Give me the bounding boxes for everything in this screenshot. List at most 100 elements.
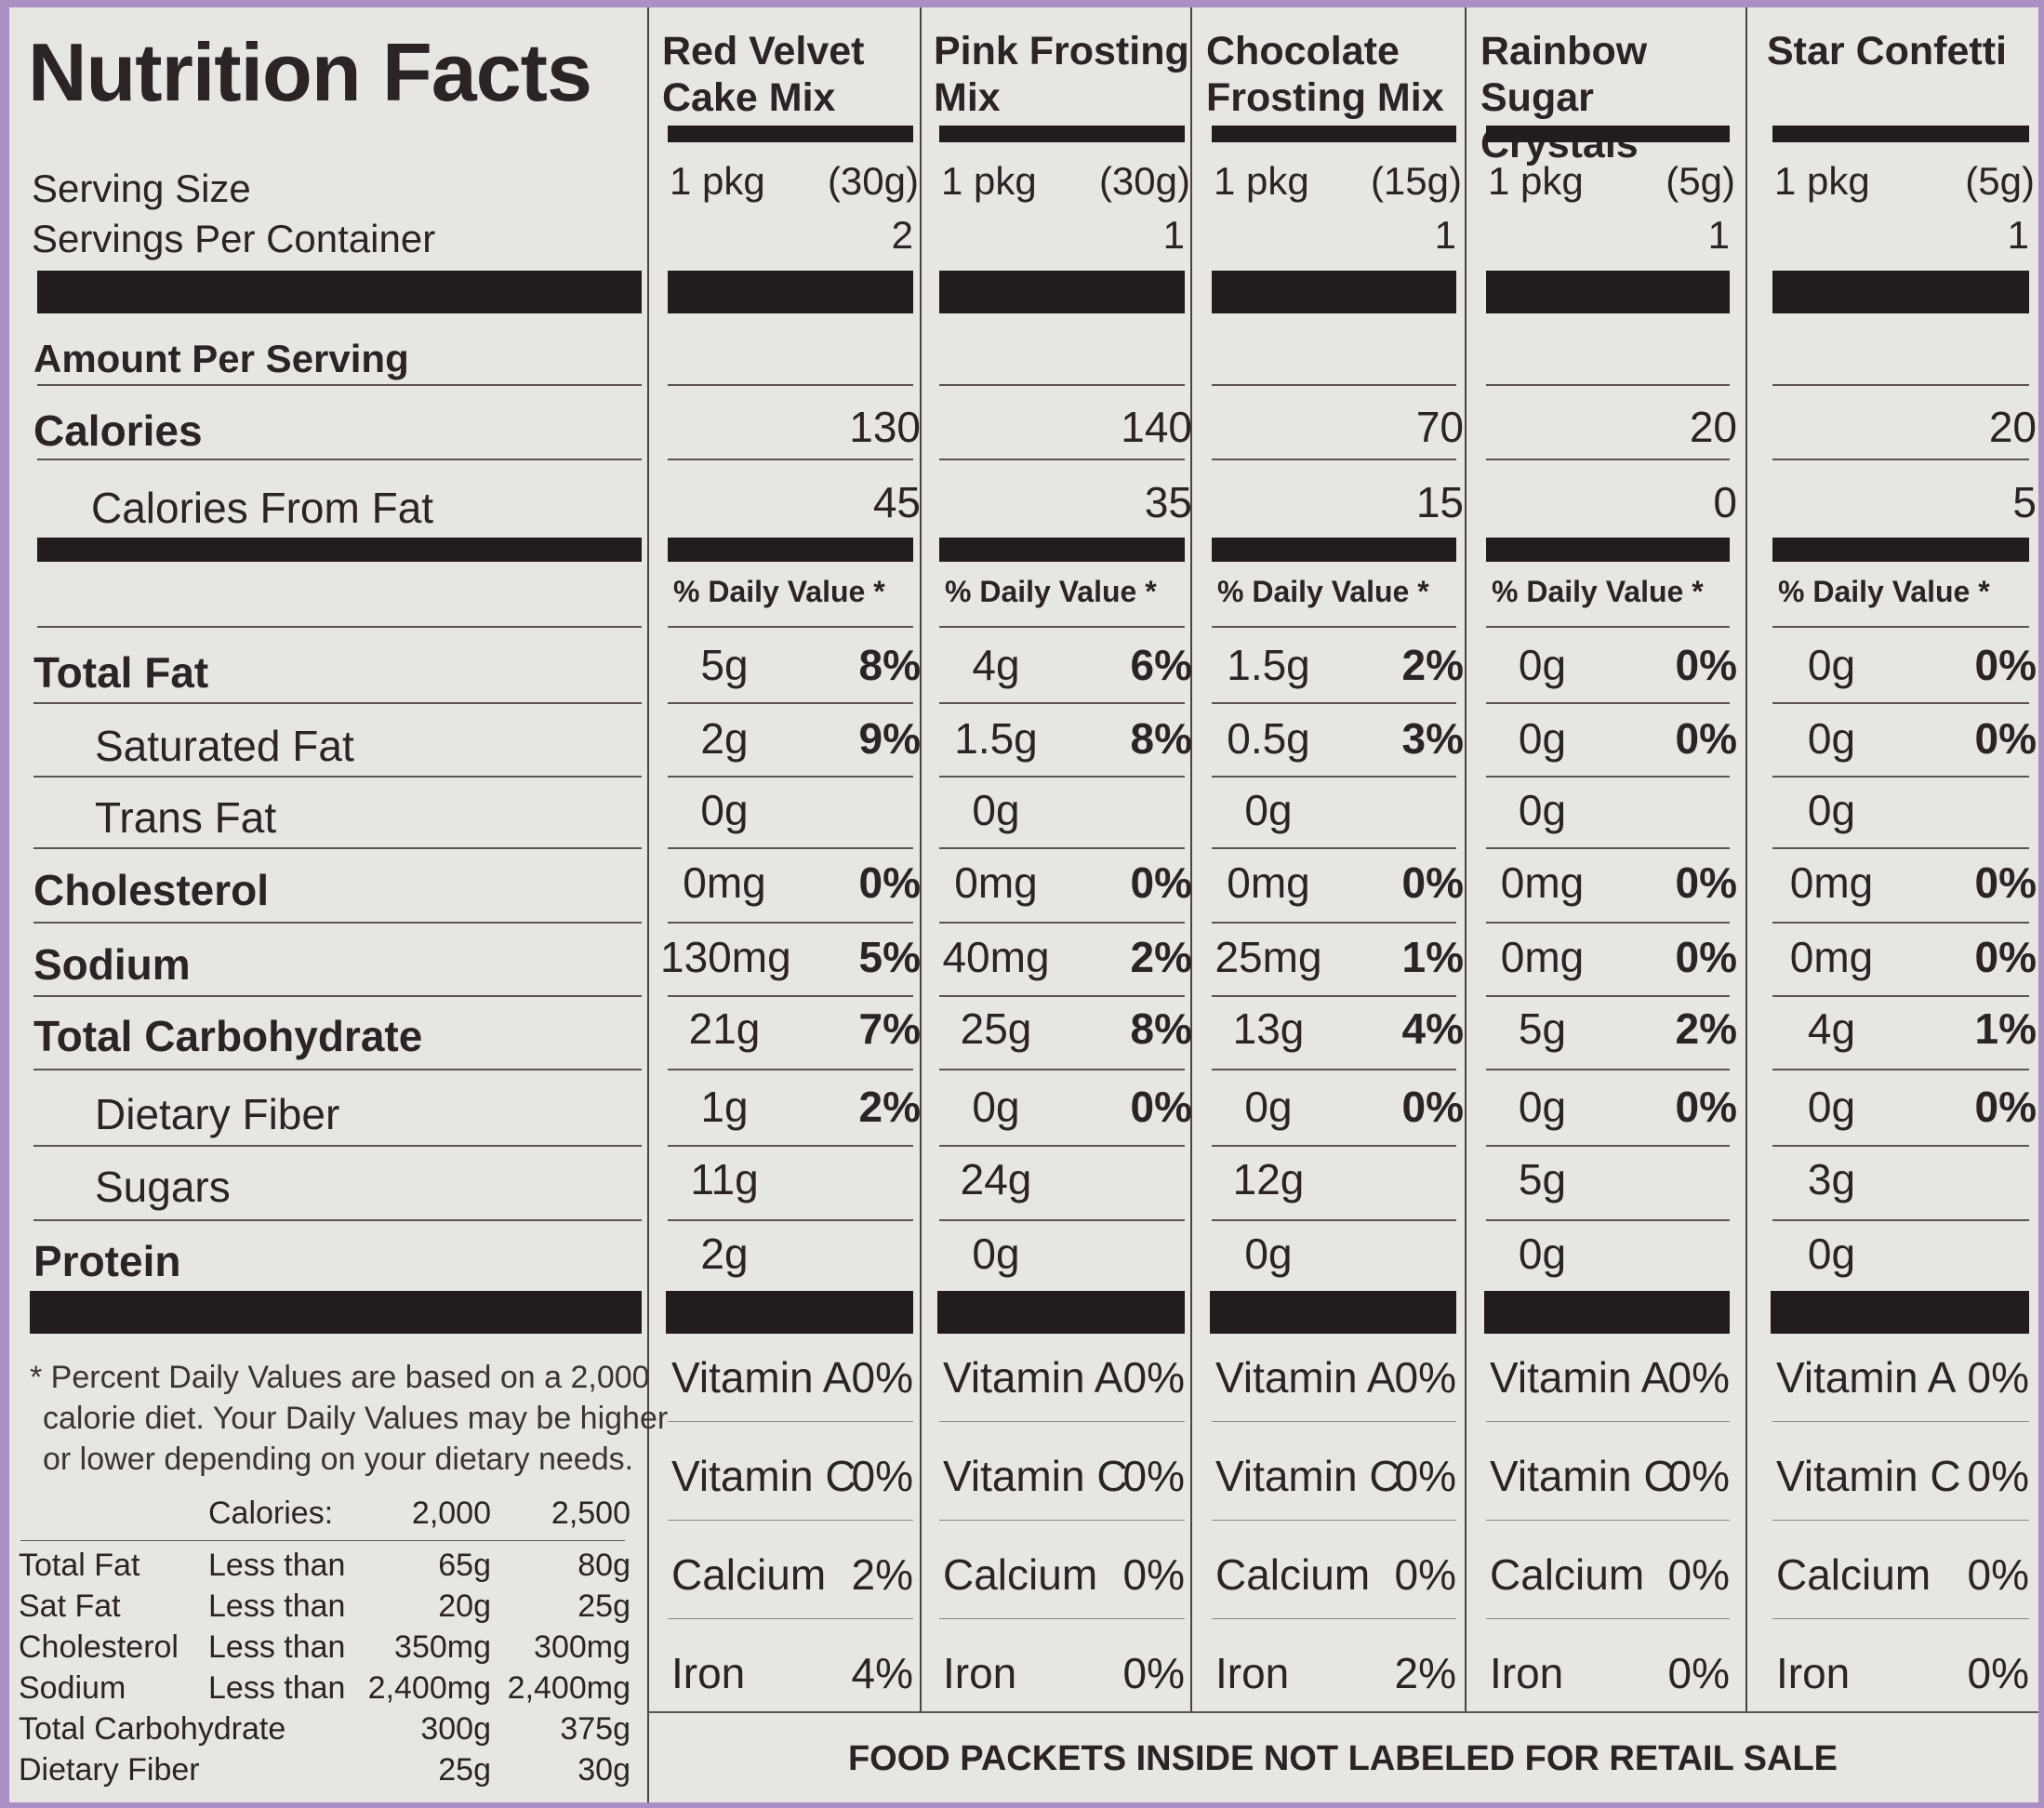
dv-table-nutrient: Dietary Fiber <box>19 1752 200 1788</box>
vitamin-value: 0% <box>1667 1649 1730 1697</box>
rule <box>1486 847 1730 849</box>
thick-rule <box>37 271 642 313</box>
vitamin-name: Vitamin C <box>943 1452 1128 1500</box>
nutrient-label-saturated-fat: Saturated Fat <box>95 722 354 770</box>
thick-rule <box>1486 271 1730 313</box>
rule <box>1486 702 1730 704</box>
serving-pkg: 1 pkg <box>941 159 1037 203</box>
amount-carb: 25g <box>960 1004 1032 1053</box>
calories-value: 20 <box>1689 403 1737 451</box>
daily-value-sat-fat: 0% <box>1675 714 1737 763</box>
vitamin-value: 0% <box>851 1452 913 1500</box>
rule <box>1212 995 1456 997</box>
calories-value: 70 <box>1415 403 1464 451</box>
vitamin-value: 2% <box>1394 1649 1456 1697</box>
serving-pkg: 1 pkg <box>1214 159 1309 203</box>
amount-sugars: 3g <box>1807 1155 1856 1203</box>
rule <box>1772 1219 2029 1221</box>
rule <box>1486 995 1730 997</box>
vitamin-name: Vitamin A <box>943 1353 1123 1402</box>
rule <box>1486 1219 1730 1221</box>
rule <box>668 1069 913 1070</box>
column-divider <box>1745 7 1747 1711</box>
rule <box>939 1421 1185 1422</box>
amount-sodium: 130mg <box>660 933 791 981</box>
nutrient-label-dietary-fiber: Dietary Fiber <box>95 1090 340 1138</box>
vitamin-name: Vitamin C <box>1215 1452 1400 1500</box>
rule <box>1212 384 1456 386</box>
daily-value-header: % Daily Value * <box>1492 575 1704 608</box>
servings-per-container: 1 <box>1162 213 1185 257</box>
serving-grams: (30g) <box>827 159 919 203</box>
amount-sugars: 5g <box>1518 1155 1567 1203</box>
amount-protein: 2g <box>700 1230 749 1278</box>
dv-table-value-2500: 300mg <box>534 1629 630 1665</box>
daily-value-sodium: 0% <box>1675 933 1737 981</box>
dv-table-nutrient: Total Fat <box>19 1548 140 1583</box>
rule <box>939 626 1185 628</box>
dv-table-limit: Less than <box>208 1548 346 1583</box>
servings-per-container: 1 <box>2007 213 2029 257</box>
dv-table-limit: Less than <box>208 1589 346 1624</box>
rule <box>1212 1618 1456 1619</box>
rule <box>1772 1520 2029 1521</box>
rule <box>1486 922 1730 924</box>
vitamin-value: 0% <box>1967 1452 2029 1500</box>
rule <box>1212 776 1456 778</box>
medium-rule <box>939 538 1185 562</box>
daily-value-fiber: 2% <box>858 1083 921 1131</box>
nutrient-label-protein: Protein <box>33 1237 181 1285</box>
rule <box>33 1069 642 1070</box>
rule <box>668 1145 913 1147</box>
thick-rule <box>937 1291 1185 1334</box>
rule <box>33 776 642 778</box>
rule <box>939 384 1185 386</box>
rule <box>1772 626 2029 628</box>
amount-sugars: 12g <box>1232 1155 1305 1203</box>
rule <box>33 702 642 704</box>
rule <box>668 847 913 849</box>
panel-title: Nutrition Facts <box>28 26 592 118</box>
header-rule <box>939 126 1185 142</box>
rule <box>668 776 913 778</box>
rule <box>1486 1145 1730 1147</box>
daily-value-sodium: 2% <box>1130 933 1192 981</box>
daily-value-sodium: 5% <box>858 933 921 981</box>
servings-per-container: 2 <box>891 213 913 257</box>
daily-value-carb: 8% <box>1130 1004 1192 1053</box>
amount-sodium: 0mg <box>1500 933 1585 981</box>
rule <box>939 995 1185 997</box>
servings-per-container: 1 <box>1434 213 1456 257</box>
rule <box>939 776 1185 778</box>
rule <box>33 995 642 997</box>
rule <box>939 702 1185 704</box>
vitamin-value: 0% <box>1122 1550 1185 1599</box>
dv-table-nutrient: Sodium <box>19 1670 126 1706</box>
daily-value-chol: 0% <box>1130 858 1192 907</box>
dv-table-calories-label: Calories: <box>208 1496 334 1531</box>
header-rule <box>668 126 913 142</box>
vitamin-name: Iron <box>1776 1649 1851 1697</box>
vitamin-name: Vitamin A <box>671 1353 852 1402</box>
vitamin-name: Iron <box>1215 1649 1290 1697</box>
daily-value-fiber: 0% <box>1401 1083 1464 1131</box>
rule <box>33 1219 642 1221</box>
vitamin-value: 0% <box>1967 1550 2029 1599</box>
amount-chol: 0mg <box>1789 858 1874 907</box>
product-name: Pink Frosting Mix <box>934 29 1189 120</box>
thick-rule <box>668 271 913 313</box>
rule <box>37 459 642 460</box>
vitamin-value: 0% <box>1394 1550 1456 1599</box>
rule <box>1212 1219 1456 1221</box>
rule <box>1212 847 1456 849</box>
vitamin-value: 0% <box>1394 1452 1456 1500</box>
rule <box>1212 922 1456 924</box>
rule <box>33 1145 642 1147</box>
amount-protein: 0g <box>1518 1230 1567 1278</box>
rule <box>1212 1421 1456 1422</box>
dv-table-value-2000: 300g <box>420 1711 491 1747</box>
nutrient-label-sugars: Sugars <box>95 1163 231 1211</box>
amount-chol: 0mg <box>683 858 766 907</box>
column-divider <box>920 7 922 1711</box>
amount-carb: 5g <box>1518 1004 1567 1053</box>
